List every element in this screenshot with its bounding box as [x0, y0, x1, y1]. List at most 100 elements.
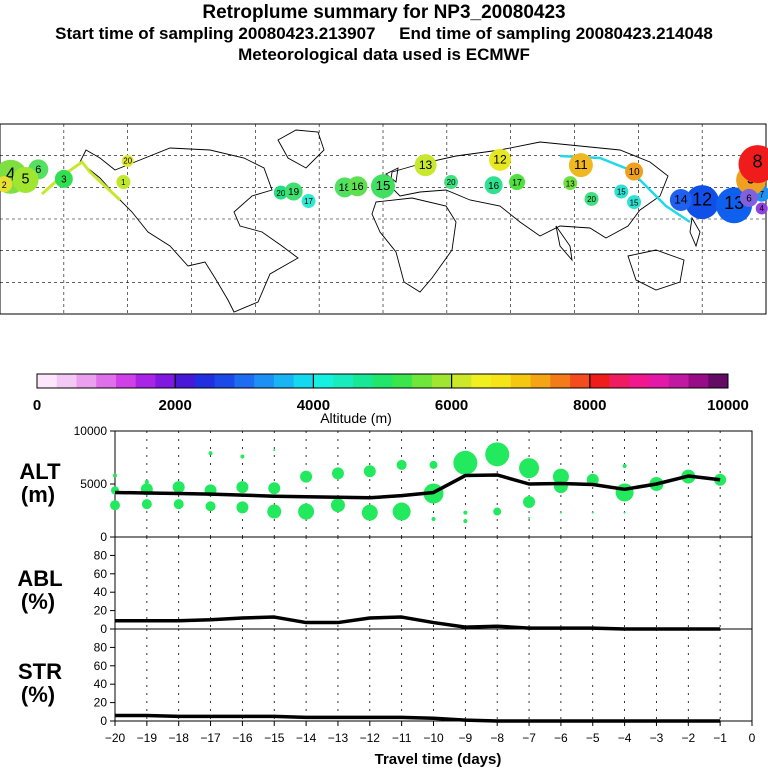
- x-tick-label: −15: [264, 731, 285, 745]
- colorbar-segment: [372, 374, 393, 388]
- particle-dot: [205, 501, 216, 512]
- particle-dot: [273, 449, 276, 452]
- x-tick-label: −6: [554, 731, 568, 745]
- colorbar-segment: [589, 374, 610, 388]
- y-tick-label: 60: [94, 567, 108, 581]
- colorbar-tick-label: 8000: [573, 397, 606, 414]
- particle-dot: [267, 504, 282, 519]
- x-tick-label: 0: [749, 731, 756, 745]
- plume-marker-label: 4: [6, 164, 16, 184]
- x-tick-label: −16: [232, 731, 253, 745]
- colorbar-segment: [530, 374, 551, 388]
- plume-marker-label: 11: [574, 157, 588, 172]
- particle-dot: [559, 511, 562, 514]
- plume-marker: [489, 148, 512, 171]
- plume-marker: [0, 176, 13, 193]
- colorbar-segment: [708, 374, 729, 388]
- colorbar-segment: [37, 374, 58, 388]
- x-tick-label: −1: [713, 731, 727, 745]
- trajectory-americas: [40, 159, 122, 202]
- colorbar-segment: [273, 374, 295, 388]
- colorbar-segment: [115, 374, 137, 388]
- plume-marker-label: 19: [288, 187, 299, 198]
- colorbar-segment: [629, 374, 650, 388]
- colorbar-segment: [649, 374, 670, 388]
- particle-dot: [144, 479, 149, 484]
- plume-marker-label: 20: [123, 157, 132, 166]
- y-tick-label: 80: [94, 548, 108, 562]
- particle-dot: [429, 460, 438, 469]
- y-tick-label: 0: [100, 714, 107, 728]
- colorbar-segment: [471, 374, 492, 388]
- particle-dot: [300, 470, 313, 483]
- particle-dot: [591, 511, 594, 514]
- particle-dot: [396, 459, 407, 470]
- plume-marker: [371, 174, 395, 199]
- colorbar-tick-label: 0: [33, 397, 41, 414]
- y-tick-label: 80: [94, 640, 108, 654]
- colorbar-segment: [56, 374, 77, 388]
- mean-line: [115, 615, 721, 631]
- time-series-panels: 1000050000ALT(m)806040200ABL(%)806040200…: [17, 424, 755, 745]
- particle-dot: [173, 499, 184, 510]
- particle-dot: [240, 454, 245, 459]
- plume-marker: [625, 162, 644, 181]
- particle-dot: [463, 519, 468, 524]
- plume-marker: [444, 175, 459, 190]
- panel-label: STR: [18, 659, 62, 684]
- plume-marker-label: 13: [566, 179, 575, 188]
- colorbar-segment: [392, 374, 413, 388]
- particle-dot: [392, 502, 411, 521]
- particle-dot: [615, 483, 634, 502]
- x-tick-label: −13: [328, 731, 349, 745]
- x-tick-label: −18: [169, 731, 190, 745]
- panel-frame: [114, 628, 753, 722]
- x-tick-label: −8: [490, 731, 504, 745]
- plume-marker: [614, 184, 629, 199]
- particle-dot: [361, 504, 378, 521]
- plume-marker: [284, 182, 303, 201]
- particle-dot: [431, 516, 436, 521]
- colorbar-tick-label: 6000: [435, 397, 468, 414]
- panel-abl: 80 60 40 20 0 ABL(%): [17, 536, 753, 636]
- plume-marker-label: 15: [376, 178, 391, 193]
- x-tick-label: −11: [392, 731, 412, 745]
- plume-marker: [739, 188, 758, 207]
- colorbar-segment: [333, 374, 354, 388]
- x-tick-label: −19: [137, 731, 158, 745]
- panel-unit: (m): [21, 482, 55, 507]
- plume-marker: [484, 176, 503, 195]
- plume-marker-label: 13: [724, 193, 744, 213]
- x-tick-label: −17: [200, 731, 221, 745]
- x-tick-label: −2: [681, 731, 695, 745]
- x-tick-label: −9: [459, 731, 473, 745]
- x-tick-label: −5: [586, 731, 600, 745]
- colorbar-segment: [688, 374, 709, 388]
- colorbar-segment: [194, 374, 216, 388]
- colorbar-segment: [155, 374, 176, 388]
- plume-marker: [584, 191, 599, 206]
- particle-dot: [622, 463, 627, 468]
- plume-marker-label: 20: [587, 195, 596, 204]
- plume-marker-label: 1: [121, 178, 126, 187]
- y-tick-label: 40: [94, 585, 108, 599]
- particle-dot: [331, 467, 344, 480]
- colorbar-segment: [254, 374, 275, 388]
- plume-marker: [414, 154, 437, 177]
- plume-marker-label: 3: [61, 174, 67, 185]
- plume-marker-label: 16: [351, 181, 363, 193]
- y-tick-label: 60: [94, 659, 108, 673]
- plume-marker: [685, 185, 720, 220]
- panel-alt: 10000 5000 0 ALT(m): [19, 424, 753, 544]
- colorbar-segment: [175, 374, 196, 388]
- plume-marker-label: 17: [304, 197, 313, 206]
- colorbar-tick-label: 10000: [707, 397, 749, 414]
- colorbar-tick-label: 4000: [297, 397, 330, 414]
- altitude-colorbar: 0 2000 4000 6000 8000 10000: [33, 373, 749, 414]
- plume-marker-label: 15: [617, 188, 626, 197]
- plume-marker-label: 20: [276, 189, 285, 198]
- colorbar-segment: [214, 374, 235, 388]
